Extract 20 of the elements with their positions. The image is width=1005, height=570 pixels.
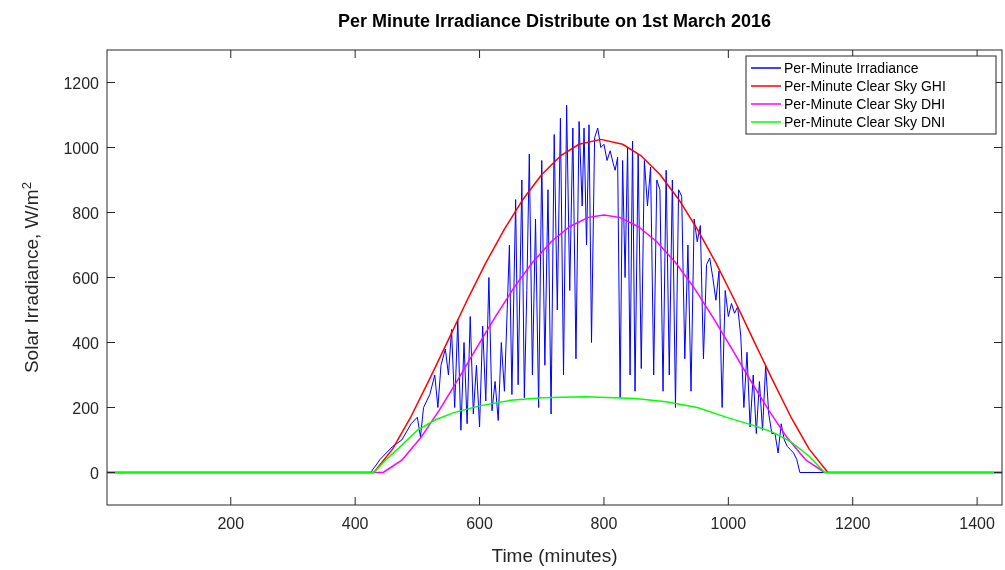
x-tick-label: 400 [341,515,369,532]
y-tick-label: 1000 [63,139,100,157]
y-tick-label: 600 [72,269,100,287]
y-tick-label: 800 [72,204,100,222]
y-tick-label: 0 [90,464,100,482]
y-tick-label: 200 [72,399,100,417]
x-tick-label: 1200 [834,515,871,532]
x-tick-label: 800 [590,515,618,532]
chart-title: Per Minute Irradiance Distribute on 1st March 2016 [337,11,772,31]
legend-label: Per-Minute Clear Sky DHI [784,96,946,112]
x-tick-label: 200 [217,515,245,532]
x-tick-label: 1000 [710,515,747,532]
legend-label: Per-Minute Irradiance [784,60,919,76]
x-tick-label: 1400 [959,515,996,532]
y-tick-label: 1200 [63,74,100,92]
legend-label: Per-Minute Clear Sky DNI [784,114,946,130]
y-tick-label: 400 [72,334,100,352]
x-axis-title: Time (minutes) [491,545,618,566]
x-tick-label: 600 [466,515,493,532]
legend-label: Per-Minute Clear Sky GHI [784,78,946,94]
